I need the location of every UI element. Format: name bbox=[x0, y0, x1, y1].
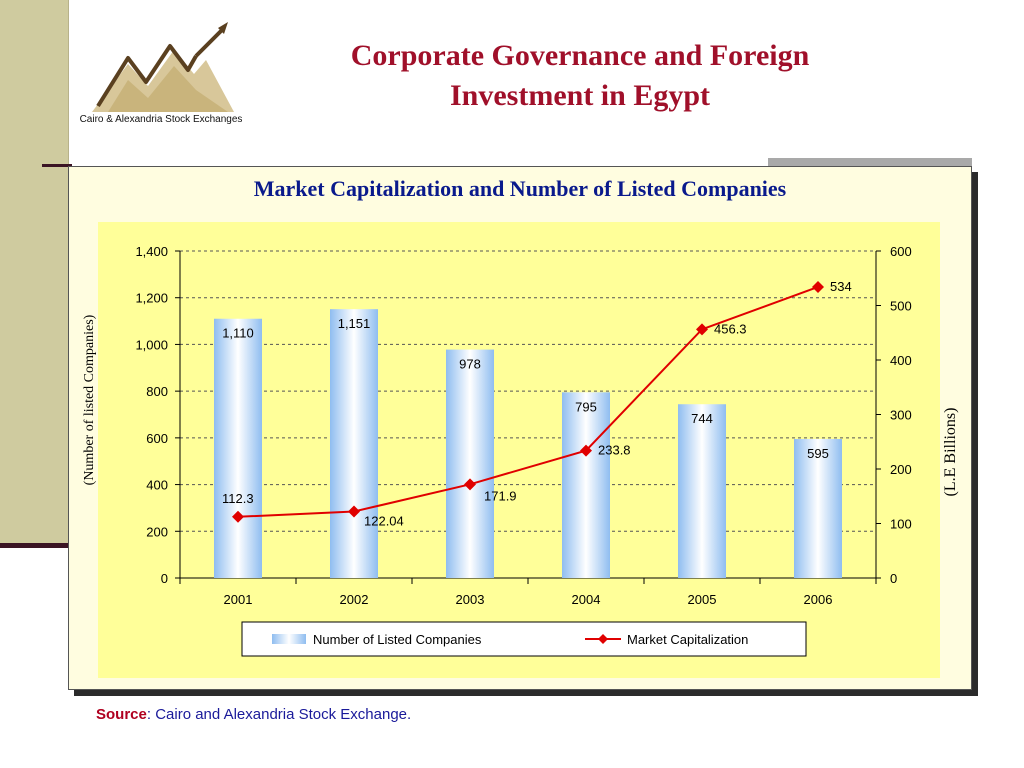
y-tick-label: 1,400 bbox=[135, 244, 168, 259]
bar-value-label: 1,110 bbox=[222, 326, 254, 341]
market-cap-point bbox=[464, 478, 476, 491]
bar-value-label: 595 bbox=[807, 446, 829, 461]
bar-value-label: 795 bbox=[575, 399, 597, 414]
bar bbox=[678, 404, 726, 578]
x-tick-label: 2006 bbox=[804, 592, 833, 607]
line-value-label: 122.04 bbox=[364, 513, 404, 528]
line-value-label: 534 bbox=[830, 279, 852, 294]
exchange-logo: Cairo & Alexandria Stock Exchanges bbox=[78, 20, 244, 132]
line-value-label: 456.3 bbox=[714, 321, 747, 336]
title-line-2: Investment in Egypt bbox=[449, 79, 711, 112]
market-cap-point bbox=[696, 323, 708, 336]
y2-tick-label: 300 bbox=[890, 408, 912, 423]
market-cap-point bbox=[348, 505, 360, 518]
bar bbox=[330, 309, 378, 578]
y2-axis-title: (L.E Billions) bbox=[942, 408, 959, 497]
divider-rule-bottom bbox=[0, 543, 68, 548]
legend-line-marker bbox=[598, 634, 608, 644]
divider-rule bbox=[42, 164, 72, 167]
y-tick-label: 1,200 bbox=[135, 291, 168, 306]
market-cap-point bbox=[812, 280, 824, 293]
mountain-arrow-icon bbox=[92, 22, 234, 112]
x-tick-label: 2002 bbox=[340, 592, 369, 607]
source-text: : Cairo and Alexandria Stock Exchange. bbox=[146, 706, 412, 723]
logo-caption: Cairo & Alexandria Stock Exchanges bbox=[79, 114, 243, 125]
page-title: Corporate Governance and Foreign Investm… bbox=[260, 36, 900, 116]
bar bbox=[794, 439, 842, 578]
y-axis-title: (Number of listed Companies) bbox=[82, 314, 97, 485]
y-tick-label: 400 bbox=[146, 478, 168, 493]
bar bbox=[214, 318, 262, 578]
y-tick-label: 1,000 bbox=[135, 337, 168, 352]
line-value-label: 171.9 bbox=[484, 488, 517, 503]
y2-tick-label: 0 bbox=[890, 571, 897, 586]
legend-label-line: Market Capitalization bbox=[627, 632, 748, 647]
bar-value-label: 978 bbox=[459, 357, 481, 372]
y2-tick-label: 200 bbox=[890, 462, 912, 477]
bar-value-label: 744 bbox=[691, 411, 713, 426]
market-cap-point bbox=[232, 510, 244, 523]
x-tick-label: 2001 bbox=[224, 592, 253, 607]
y2-tick-label: 500 bbox=[890, 299, 912, 314]
source-label: Source bbox=[96, 706, 147, 723]
x-tick-label: 2003 bbox=[456, 592, 485, 607]
y2-tick-label: 600 bbox=[890, 244, 912, 259]
chart-title: Market Capitalization and Number of List… bbox=[253, 176, 787, 201]
legend-bar-swatch bbox=[272, 634, 306, 644]
bar-value-label: 1,151 bbox=[338, 316, 371, 331]
y-tick-label: 800 bbox=[146, 384, 168, 399]
y-tick-label: 0 bbox=[161, 571, 168, 586]
bar bbox=[446, 349, 494, 578]
y2-tick-label: 100 bbox=[890, 517, 912, 532]
bar bbox=[562, 392, 610, 578]
market-cap-line bbox=[237, 286, 819, 518]
x-tick-label: 2005 bbox=[688, 592, 717, 607]
market-cap-point bbox=[580, 444, 592, 457]
y2-tick-label: 400 bbox=[890, 353, 912, 368]
legend-box bbox=[241, 621, 807, 657]
line-value-label: 112.3 bbox=[222, 491, 254, 506]
legend-label-bars: Number of Listed Companies bbox=[313, 632, 482, 647]
decorative-tab bbox=[768, 158, 972, 166]
y-tick-label: 600 bbox=[146, 431, 168, 446]
title-line-1: Corporate Governance and Foreign bbox=[350, 39, 810, 72]
x-tick-label: 2004 bbox=[572, 592, 601, 607]
y-tick-label: 200 bbox=[146, 524, 168, 539]
line-value-label: 233.8 bbox=[598, 443, 631, 458]
source-note: Source: Cairo and Alexandria Stock Excha… bbox=[96, 706, 411, 723]
